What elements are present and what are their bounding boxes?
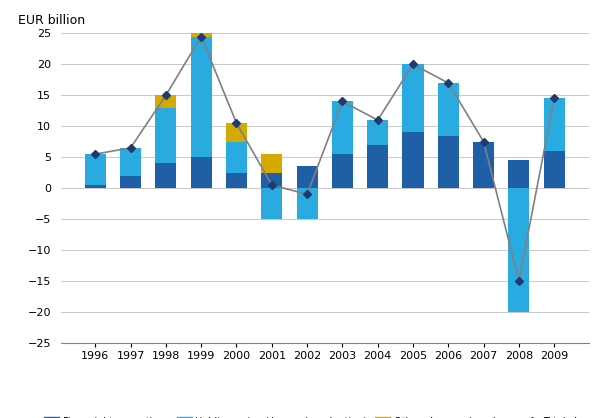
Bar	[508, 160, 529, 188]
Bar	[332, 102, 353, 154]
Bar	[332, 154, 353, 188]
Bar	[402, 133, 424, 188]
Bar	[85, 185, 106, 188]
Bar	[544, 151, 565, 188]
Bar	[226, 173, 247, 188]
Bar	[261, 188, 282, 219]
Bar	[367, 145, 388, 188]
Bar	[296, 188, 317, 219]
Bar	[191, 157, 212, 188]
Bar	[438, 135, 459, 188]
Bar	[402, 64, 424, 133]
Bar	[438, 83, 459, 135]
Text: EUR billion: EUR billion	[18, 14, 86, 27]
Bar	[155, 163, 177, 188]
Bar	[155, 108, 177, 163]
Bar	[191, 33, 212, 36]
Bar	[473, 142, 494, 188]
Bar	[191, 33, 212, 157]
Bar	[367, 120, 388, 145]
Legend: Financial transactions, Holding gains / losses (revaluation), Other changes in v: Financial transactions, Holding gains / …	[40, 413, 607, 418]
Bar	[508, 188, 529, 312]
Bar	[226, 142, 247, 173]
Bar	[155, 95, 177, 108]
Bar	[226, 123, 247, 142]
Bar	[261, 154, 282, 173]
Bar	[120, 148, 141, 176]
Bar	[85, 154, 106, 185]
Bar	[544, 98, 565, 151]
Bar	[120, 176, 141, 188]
Bar	[261, 173, 282, 188]
Bar	[296, 166, 317, 188]
